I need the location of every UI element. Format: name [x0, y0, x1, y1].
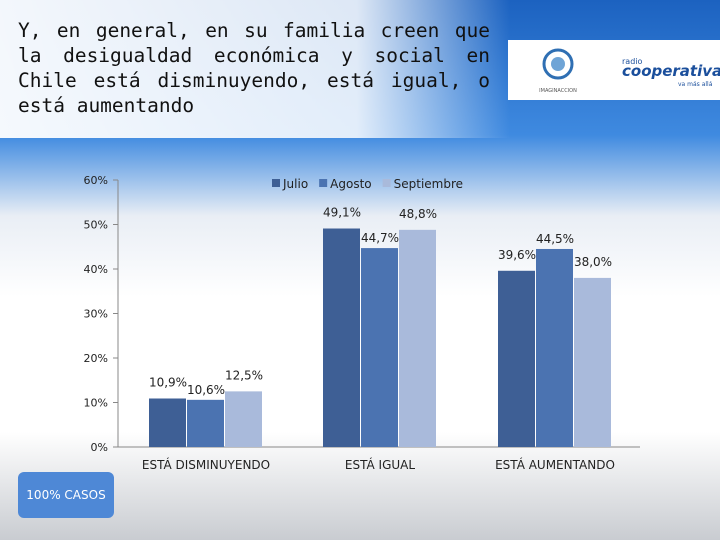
partner-logo-text: IMAGINACCION	[539, 88, 577, 94]
logo-brand: radio	[622, 57, 642, 66]
legend-swatch	[382, 179, 391, 187]
logos: IMAGINACCION radio cooperativa va más al…	[508, 40, 720, 100]
value-label: 39,6%	[498, 248, 536, 262]
x-tick-label: ESTÁ AUMENTANDO	[495, 457, 615, 472]
value-label: 44,5%	[536, 232, 574, 246]
logo-globe-core	[551, 57, 565, 71]
bar	[187, 399, 224, 447]
value-label: 48,8%	[399, 207, 437, 221]
legend-label: Agosto	[330, 177, 371, 191]
value-label: 10,6%	[187, 383, 225, 397]
bar	[574, 277, 611, 447]
bar	[225, 391, 262, 447]
bar	[399, 229, 436, 447]
x-tick-label: ESTÁ IGUAL	[345, 457, 415, 472]
bar	[323, 228, 360, 447]
y-tick-label: 60%	[84, 174, 108, 187]
bar	[149, 398, 186, 447]
value-label: 12,5%	[225, 368, 263, 382]
y-tick-label: 20%	[84, 352, 108, 365]
logo-globe	[542, 48, 574, 80]
logo-name: cooperativa	[622, 62, 720, 80]
value-label: 49,1%	[323, 206, 361, 220]
value-label: 10,9%	[149, 375, 187, 389]
value-label: 44,7%	[361, 231, 399, 245]
legend-swatch	[319, 179, 328, 187]
y-tick-label: 10%	[84, 397, 108, 410]
legend-swatch	[272, 179, 280, 187]
x-tick-label: ESTÁ DISMINUYENDO	[142, 457, 270, 472]
logo-graphics: IMAGINACCION radio cooperativa va más al…	[539, 48, 720, 94]
slide-title: Y, en general, en su familia creen que l…	[18, 19, 490, 117]
bar	[536, 248, 573, 447]
cases-note: 100% CASOS	[18, 472, 114, 518]
legend-label: Septiembre	[394, 177, 463, 191]
bar	[361, 248, 398, 447]
y-tick-label: 30%	[84, 308, 108, 321]
y-tick-label: 40%	[84, 263, 108, 276]
y-tick-label: 50%	[84, 219, 108, 232]
legend-label: Julio	[282, 177, 308, 191]
bar	[498, 270, 535, 447]
value-label: 38,0%	[574, 255, 612, 269]
title-backdrop	[0, 0, 510, 138]
logo-tagline: va más allá	[678, 81, 713, 88]
y-tick-label: 0%	[91, 441, 108, 454]
